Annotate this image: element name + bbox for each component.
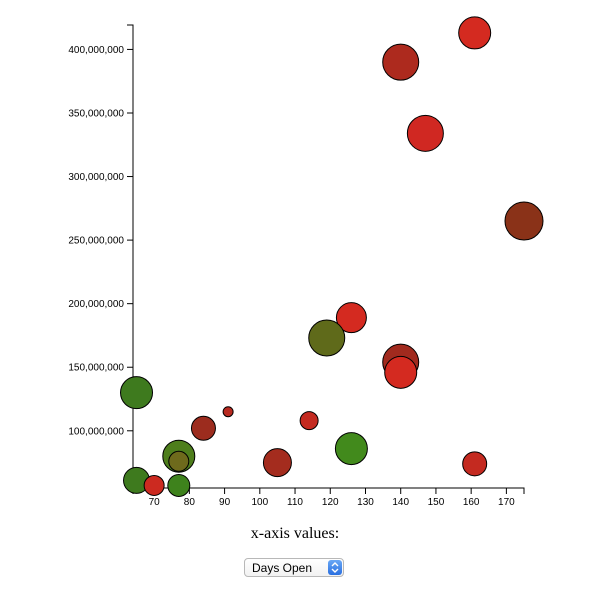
- y-tick-label: 350,000,000: [68, 108, 124, 119]
- bubbles-layer: [120, 16, 544, 497]
- x-axis-line: [132, 487, 525, 494]
- data-bubble[interactable]: [334, 432, 368, 466]
- data-bubble[interactable]: [222, 406, 234, 418]
- y-tick-label: 100,000,000: [68, 426, 124, 437]
- x-axis-select-value: Days Open: [252, 561, 313, 575]
- x-tick-label: 150: [428, 497, 445, 508]
- data-bubble[interactable]: [462, 451, 488, 477]
- x-axis: 70 80 90 100 110 120 130 140 150 160 170: [132, 487, 525, 508]
- data-bubble[interactable]: [384, 355, 418, 389]
- x-tick-label: 80: [184, 497, 196, 508]
- x-tick-label: 140: [392, 497, 409, 508]
- x-axis-select[interactable]: Days Open: [244, 558, 344, 577]
- x-axis-title: x-axis values:: [250, 525, 340, 542]
- y-axis: 100,000,000 150,000,000 200,000,000 250,000…: [68, 24, 134, 489]
- y-tick-label: 150,000,000: [68, 363, 124, 374]
- data-bubble[interactable]: [308, 319, 346, 357]
- y-tick-label: 250,000,000: [68, 236, 124, 247]
- data-bubble[interactable]: [120, 376, 154, 410]
- y-axis-line: [127, 24, 134, 489]
- x-tick-label: 70: [149, 497, 161, 508]
- data-bubble[interactable]: [382, 43, 420, 81]
- data-bubble[interactable]: [190, 415, 216, 441]
- y-tick-label: 300,000,000: [68, 172, 124, 183]
- data-bubble[interactable]: [168, 450, 190, 472]
- data-bubble[interactable]: [262, 448, 292, 478]
- data-bubble[interactable]: [406, 114, 444, 152]
- y-tick-label: 200,000,000: [68, 299, 124, 310]
- x-tick-label: 110: [287, 497, 303, 508]
- x-tick-label: 160: [463, 497, 480, 508]
- data-bubble[interactable]: [335, 302, 367, 334]
- x-tick-label: 130: [357, 497, 374, 508]
- data-bubble[interactable]: [143, 474, 165, 496]
- x-tick-label: 120: [322, 497, 339, 508]
- data-bubble[interactable]: [458, 16, 492, 50]
- data-bubble[interactable]: [504, 201, 544, 241]
- y-tick-label: 400,000,000: [68, 45, 124, 56]
- x-tick-label: 100: [251, 497, 268, 508]
- data-bubble[interactable]: [167, 473, 191, 497]
- x-tick-label: 90: [219, 497, 231, 508]
- data-bubble[interactable]: [299, 411, 319, 431]
- x-tick-label: 170: [498, 497, 515, 508]
- select-chevron-icon: [328, 560, 342, 575]
